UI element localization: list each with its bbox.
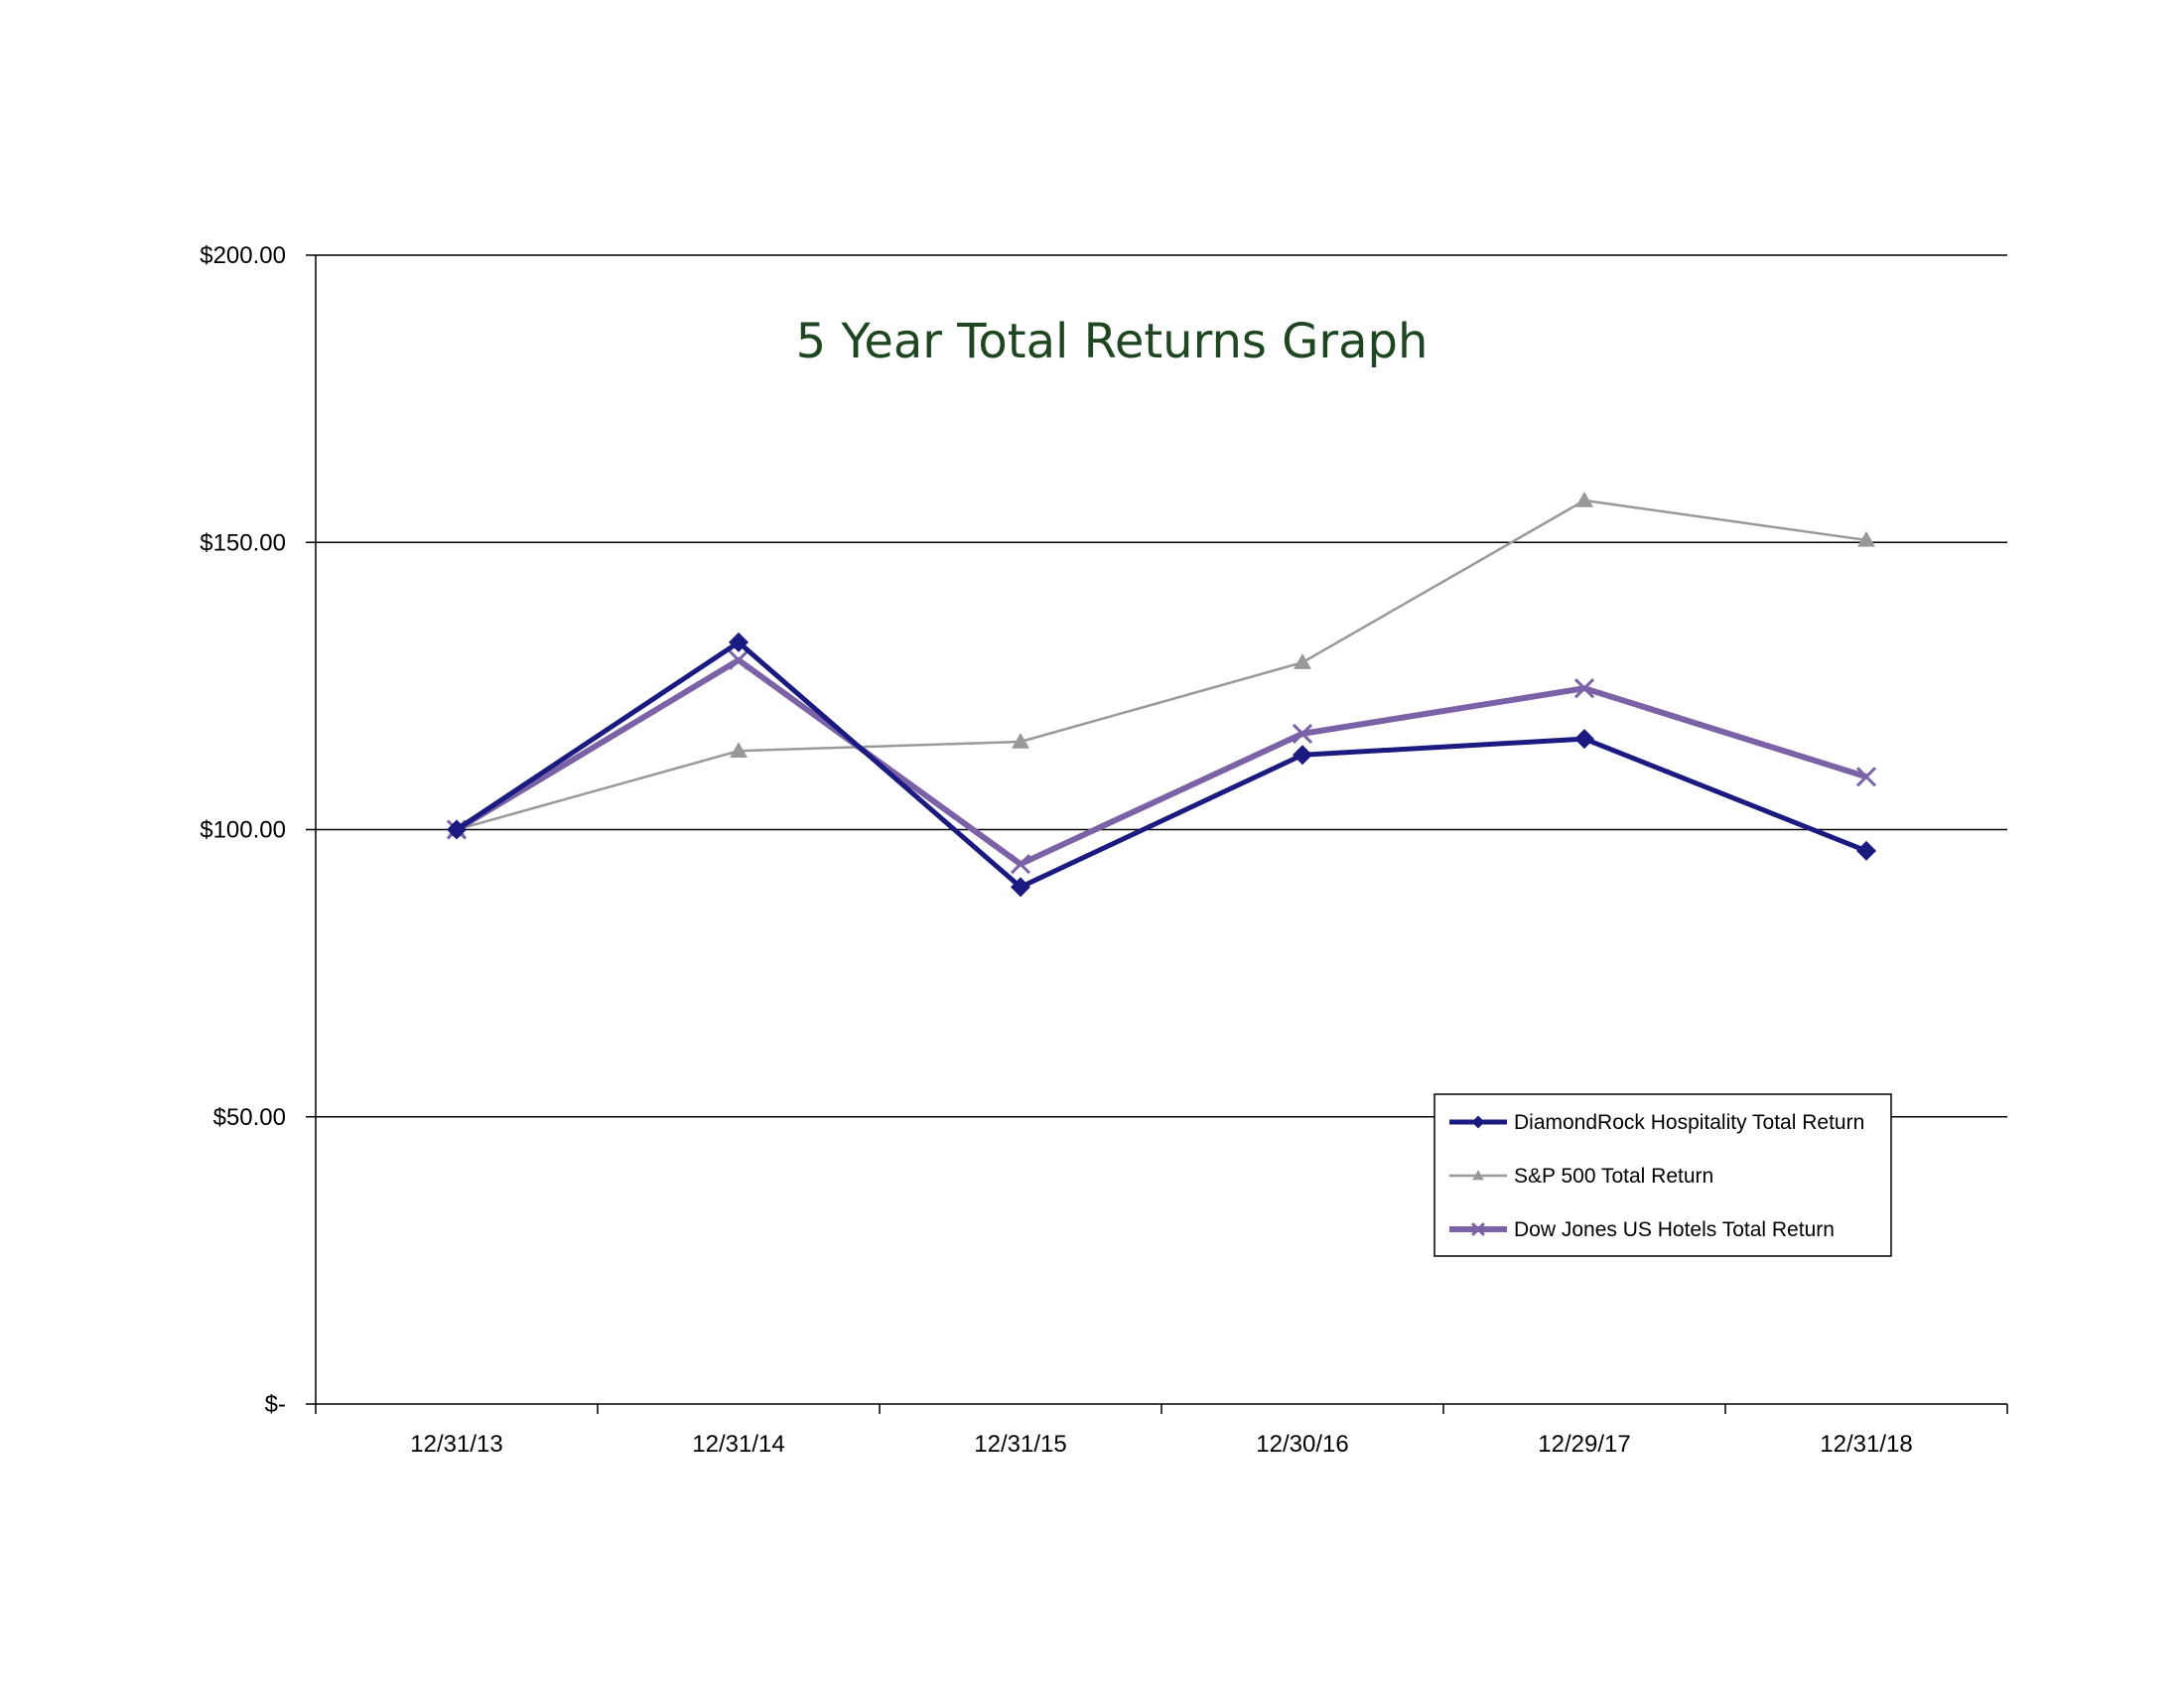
- data-point: [1575, 492, 1593, 507]
- gridlines: [316, 254, 2007, 1118]
- data-point: [1293, 745, 1312, 766]
- data-point: [447, 819, 467, 840]
- legend: DiamondRock Hospitality Total Return S&P …: [1433, 1093, 1892, 1257]
- y-tick-label: $-: [265, 1391, 286, 1418]
- data-point: [1857, 530, 1875, 547]
- series-group: [446, 492, 1877, 898]
- data-point: [1292, 723, 1313, 744]
- series-2: [446, 649, 1877, 875]
- y-axis-ticks: $- $50.00 $100.00 $150.00 $200.00: [200, 242, 316, 1418]
- data-point: [729, 632, 749, 652]
- legend-marker: [1472, 1170, 1484, 1181]
- data-point: [1855, 767, 1877, 787]
- x-tick-label: 12/31/15: [974, 1431, 1066, 1458]
- data-point: [1856, 840, 1876, 861]
- y-tick-label: $100.00: [200, 817, 286, 844]
- series-line: [455, 656, 1867, 868]
- series-0: [447, 632, 1876, 898]
- y-tick-label: $200.00: [200, 242, 286, 269]
- x-tick-label: 12/31/18: [1820, 1431, 1912, 1458]
- chart-title: 5 Year Total Returns Graph: [796, 314, 1429, 369]
- x-tick-label: 12/31/13: [410, 1431, 502, 1458]
- series-1: [448, 492, 1875, 837]
- y-tick-label: $150.00: [200, 529, 286, 556]
- data-point: [1573, 678, 1595, 699]
- legend-marker: [1471, 1115, 1485, 1129]
- legend-label: S&P 500 Total Return: [1514, 1165, 1713, 1188]
- data-point: [1012, 732, 1029, 749]
- series-line: [456, 498, 1867, 831]
- legend-label: DiamondRock Hospitality Total Return: [1514, 1111, 1864, 1134]
- data-point: [1574, 729, 1594, 750]
- data-point: [728, 649, 750, 670]
- x-tick-label: 12/29/17: [1538, 1431, 1630, 1458]
- legend-marker: [1471, 1222, 1485, 1236]
- legend-label: Dow Jones US Hotels Total Return: [1514, 1218, 1835, 1241]
- x-axis-ticks: 12/31/13 12/31/14 12/31/15 12/30/16 12/29/17…: [315, 1404, 2008, 1458]
- x-tick-label: 12/31/14: [692, 1431, 784, 1458]
- data-point: [1294, 653, 1311, 669]
- y-tick-label: $50.00: [213, 1104, 286, 1131]
- data-point: [1010, 854, 1031, 875]
- legend-box: [1433, 1093, 1892, 1257]
- data-point: [1011, 877, 1030, 898]
- data-point: [730, 742, 748, 758]
- series-line: [455, 639, 1867, 890]
- x-tick-label: 12/30/16: [1256, 1431, 1348, 1458]
